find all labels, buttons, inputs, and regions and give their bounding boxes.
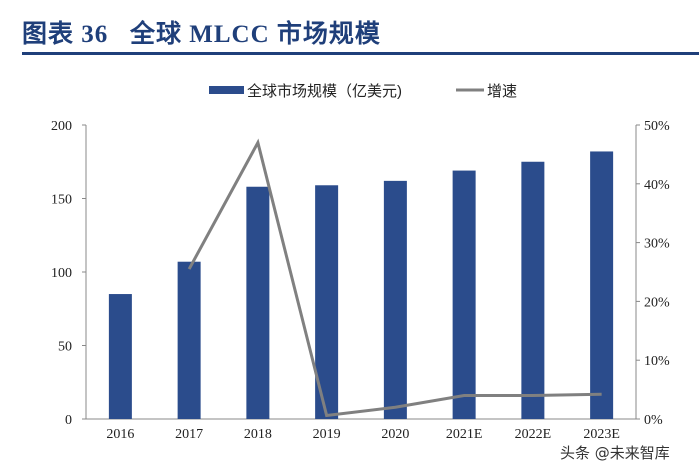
bar-2016 bbox=[108, 294, 132, 419]
x-tick-label: 2018 bbox=[244, 427, 272, 442]
title-rule bbox=[22, 52, 699, 55]
bar-2021E bbox=[452, 170, 476, 419]
legend-bar-label: 全球市场规模（亿美元) bbox=[247, 82, 402, 100]
right-tick-label: 10% bbox=[644, 354, 670, 369]
x-tick-label: 2023E bbox=[583, 427, 620, 442]
left-tick-label: 150 bbox=[51, 193, 72, 208]
bar-2019 bbox=[315, 185, 339, 419]
figure-title: 图表 36 全球 MLCC 市场规模 bbox=[22, 21, 381, 48]
right-tick-label: 50% bbox=[644, 119, 670, 134]
bar-2022E bbox=[521, 161, 545, 419]
right-tick-label: 40% bbox=[644, 178, 670, 193]
x-tick-label: 2020 bbox=[381, 427, 409, 442]
bar-2018 bbox=[246, 186, 270, 419]
right-tick-label: 20% bbox=[644, 295, 670, 310]
legend-bar-swatch bbox=[209, 86, 244, 94]
x-tick-label: 2022E bbox=[515, 427, 552, 442]
x-tick-label: 2017 bbox=[175, 427, 203, 442]
legend-line-label: 增速 bbox=[487, 83, 517, 100]
watermark: 头条 @未来智库 bbox=[560, 444, 670, 462]
bar-2020 bbox=[383, 180, 407, 419]
left-tick-label: 50 bbox=[58, 340, 72, 355]
left-tick-label: 200 bbox=[51, 119, 72, 134]
x-tick-label: 2021E bbox=[446, 427, 483, 442]
left-tick-label: 0 bbox=[65, 413, 72, 428]
right-tick-label: 30% bbox=[644, 237, 670, 252]
left-tick-label: 100 bbox=[51, 266, 72, 281]
right-tick-label: 0% bbox=[644, 413, 663, 428]
x-tick-label: 2016 bbox=[106, 427, 134, 442]
bar-2017 bbox=[177, 261, 201, 419]
bar-2023E bbox=[590, 151, 614, 419]
x-tick-label: 2019 bbox=[313, 427, 341, 442]
